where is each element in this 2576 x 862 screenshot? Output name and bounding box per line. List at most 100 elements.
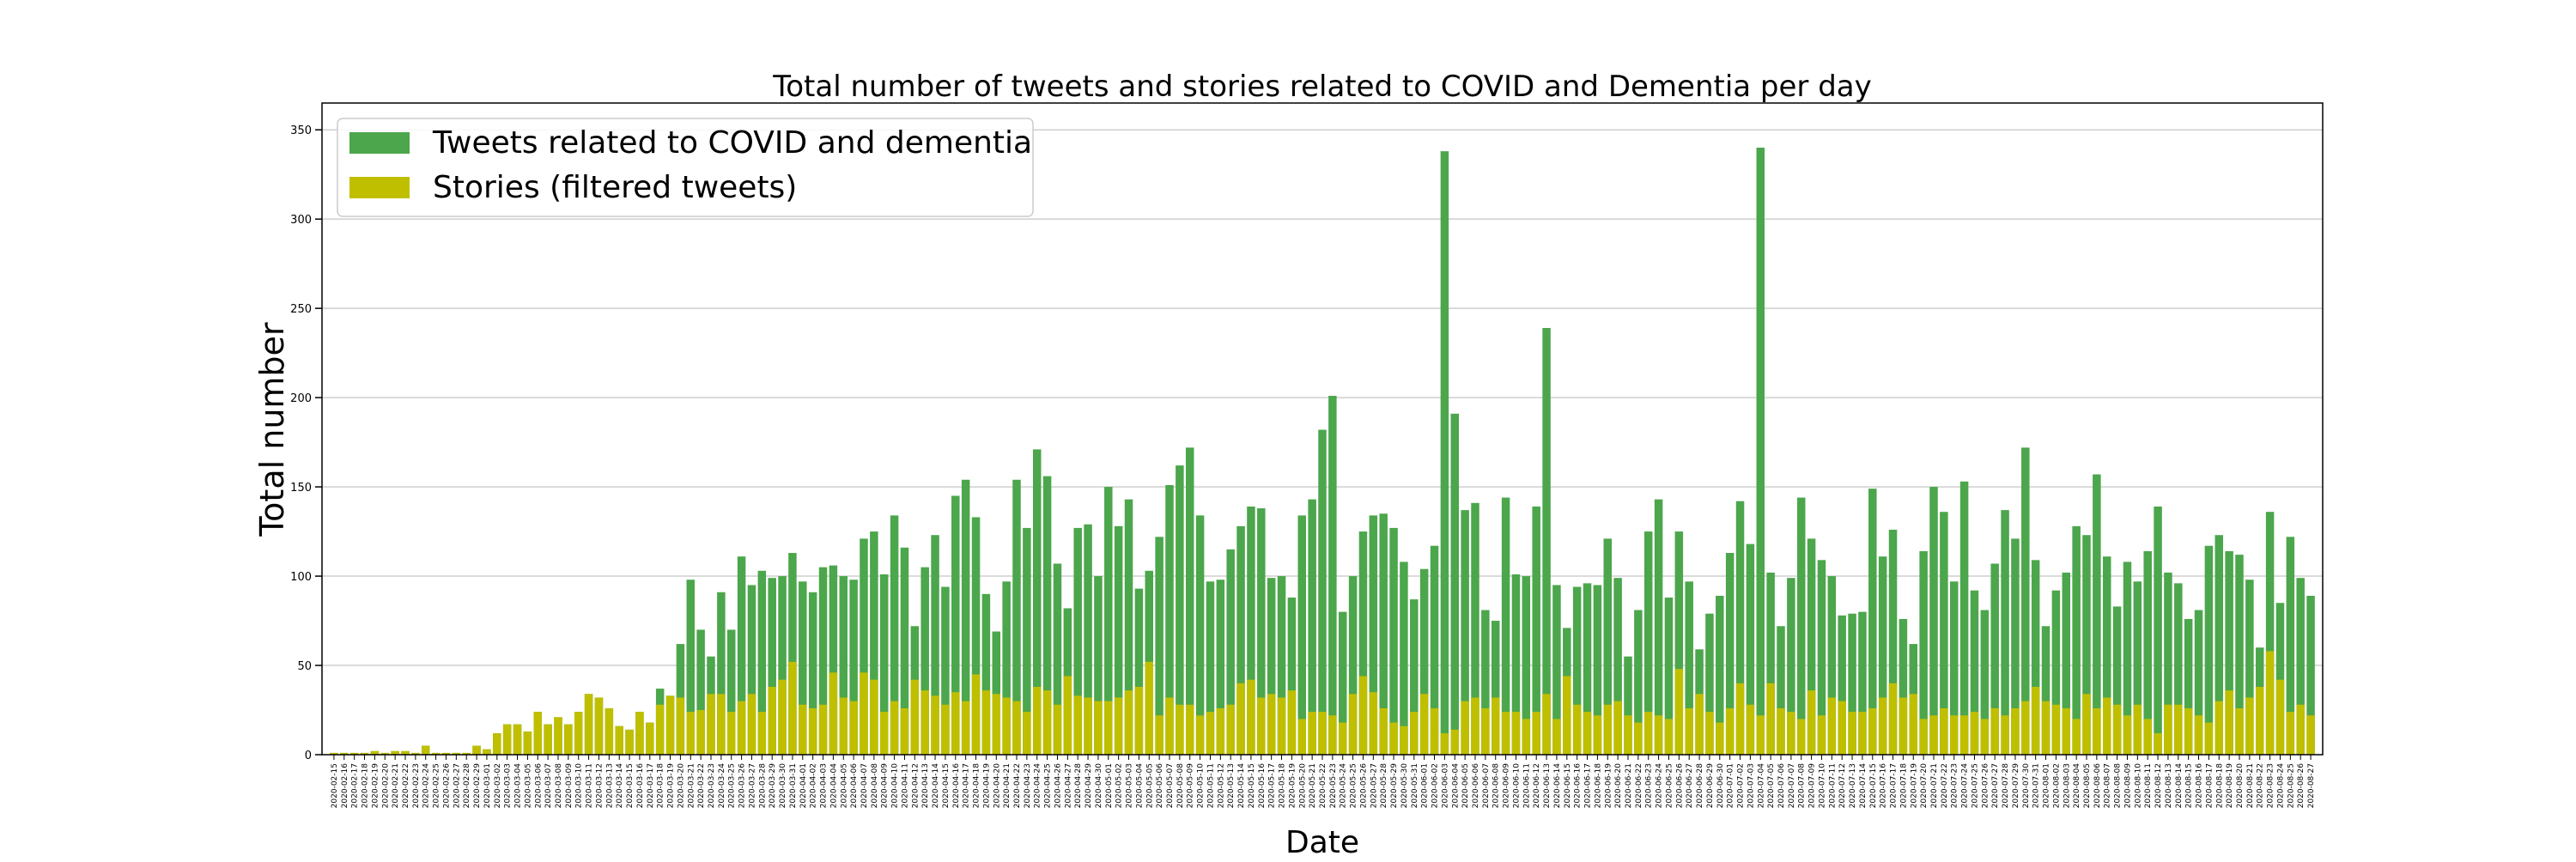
tweets-bar [1511,574,1521,755]
tweets-bar [981,593,991,755]
y-tick-label: 350 [290,124,312,137]
legend: Tweets related to COVID and dementia Sto… [337,118,1034,217]
stories-bar [1522,719,1531,755]
stories-bar [2133,704,2142,755]
stories-bar [1858,712,1867,755]
tweets-bar [1226,549,1235,755]
stories-bar [1705,712,1714,755]
stories-bar [2112,704,2122,755]
x-tick-label: 2020-02-20 [381,763,390,809]
x-tick-label: 2020-08-10 [2134,763,2142,809]
x-tick-label: 2020-08-15 [2185,763,2194,808]
tweets-bar [1318,429,1327,755]
stories-bar [380,752,390,755]
tweets-bar [2062,572,2071,755]
x-tick-label: 2020-03-01 [483,763,492,808]
tweets-bar [1165,485,1174,755]
x-tick-label: 2020-08-08 [2114,763,2123,809]
tweets-bar [2265,512,2275,755]
tweets-bar [2306,595,2315,755]
tweets-bar [1766,572,1775,755]
x-tick-label: 2020-05-04 [1135,763,1144,809]
tweets-bar [900,547,909,755]
tweets-bar [1419,568,1429,755]
x-tick-label: 2020-08-13 [2165,763,2173,808]
stories-bar [1949,715,1959,755]
tweets-bar [1919,550,1928,755]
x-tick-label: 2020-06-22 [1635,763,1643,808]
x-tick-label: 2020-06-12 [1533,763,1541,808]
tweets-bar [1501,497,1510,755]
stories-bar [1063,676,1072,755]
stories-bar [696,710,705,755]
x-tick-label: 2020-06-01 [1421,763,1430,808]
x-tick-label: 2020-08-06 [2093,763,2102,809]
stories-bar [971,674,981,755]
stories-bar [2255,686,2264,755]
x-tick-label: 2020-07-14 [1859,763,1868,809]
x-tick-label: 2020-05-23 [1329,763,1338,808]
x-tick-label: 2020-04-25 [1044,763,1053,808]
x-tick-label: 2020-07-03 [1747,763,1755,808]
tweets-bar [992,631,1001,755]
x-tick-label: 2020-04-07 [860,763,869,808]
stories-bar [1593,715,1602,755]
stories-bar [2235,707,2244,755]
x-tick-label: 2020-04-15 [942,763,951,808]
tweets-bar [1838,615,1846,755]
tweets-bar [1817,560,1826,755]
stories-bar [2215,701,2224,755]
x-tick-label: 2020-04-14 [932,763,940,809]
x-tick-label: 2020-06-04 [1451,763,1460,809]
x-tick-label: 2020-04-26 [1054,763,1062,809]
stories-bar [349,752,359,755]
tweets-bar [1440,151,1449,755]
x-tick-label: 2020-08-07 [2104,763,2112,808]
x-tick-label: 2020-06-03 [1441,763,1449,808]
tweets-bar [961,479,970,755]
tweets-bar [1032,449,1042,755]
tweets-bar [2093,474,2101,755]
x-tick-label: 2020-07-09 [1808,763,1817,809]
x-tick-label: 2020-08-19 [2226,763,2234,809]
x-tick-label: 2020-05-15 [1248,763,1256,808]
stories-bar [1990,707,1999,755]
stories-bar [931,695,939,755]
stories-bar [2245,697,2254,755]
x-tick-label: 2020-06-19 [1604,763,1613,809]
stories-bar [1379,707,1388,755]
tweets-bar [2275,603,2285,755]
x-tick-label: 2020-07-16 [1880,763,1888,809]
x-tick-label: 2020-06-08 [1492,763,1501,809]
stories-bar [788,661,797,755]
stories-bar [1899,697,1908,755]
stories-bar [1358,676,1368,755]
stories-bar [605,707,614,755]
x-tick-label: 2020-05-03 [1126,763,1134,808]
x-tick-label: 2020-04-28 [1074,763,1083,809]
legend-box [337,118,1034,217]
x-tick-label: 2020-07-26 [1981,763,1990,809]
x-tick-label: 2020-04-19 [982,763,991,809]
stories-bar [686,712,696,755]
x-tick-label: 2020-06-23 [1645,763,1654,808]
stories-bar [2011,707,2020,755]
tweets-bar [1155,537,1163,755]
stories-bar [472,745,481,755]
stories-bar [951,692,960,755]
x-axis-ticks: 2020-02-15 2020-02-16 2020-02-17 2020-02-18… [331,755,2316,808]
x-tick-label: 2020-07-23 [1951,763,1959,808]
stories-bar [1226,704,1235,755]
tweets-bar [1787,578,1795,755]
stories-bar [1848,712,1856,755]
stories-bar [2296,704,2305,755]
x-tick-label: 2020-03-30 [779,763,787,809]
tweets-bar [818,567,828,755]
x-tick-label: 2020-06-24 [1656,763,1664,809]
stories-bar [533,712,543,755]
tweets-bar [2286,537,2295,755]
tweets-bar [726,629,736,755]
tweets-bar [1358,531,1368,755]
tweets-bar [879,574,889,755]
stories-bar [2275,679,2285,755]
